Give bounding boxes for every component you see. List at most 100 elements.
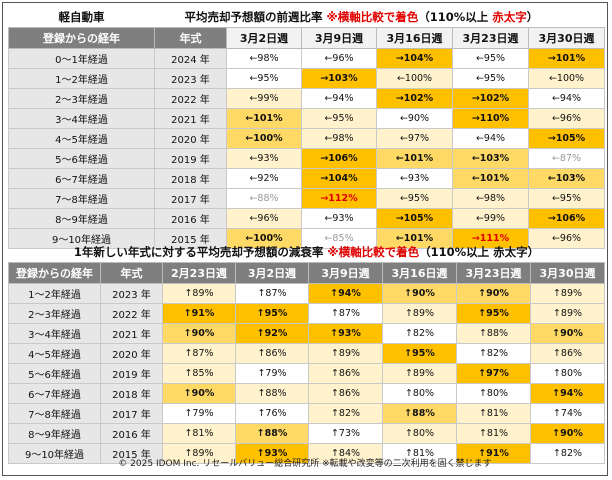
table2-row: 5～6年経過 2019 年 ↑85% ↑79% ↑86% ↑89% ↑97% ↑80% bbox=[8, 363, 605, 384]
model-year: 2021 年 bbox=[100, 323, 163, 344]
ratio-cell: →106% bbox=[301, 148, 377, 169]
ratio-cell: ←103% bbox=[527, 168, 606, 189]
ratio-cell: ←101% bbox=[452, 168, 529, 189]
ratio-cell: ↑82% bbox=[382, 323, 457, 344]
copyright-footer: © 2025 IDOM Inc. リセールバリュー総合研究所 ※転載や改変等の二… bbox=[118, 459, 492, 469]
ratio-cell: ↑95% bbox=[456, 303, 531, 324]
ratio-cell: ↑90% bbox=[530, 323, 605, 344]
ratio-cell: ↑76% bbox=[235, 403, 309, 424]
age-label: 0～1年経過 bbox=[8, 48, 155, 69]
table2-row: 6～7年経過 2018 年 ↑90% ↑88% ↑86% ↑80% ↑80% ↑94% bbox=[8, 383, 605, 404]
table1-header-age: 登録からの経年 bbox=[8, 27, 155, 49]
ratio-cell: ←95% bbox=[527, 188, 606, 209]
table2-header-year: 年式 bbox=[100, 262, 163, 284]
age-label: 9～10年経過 bbox=[8, 228, 155, 249]
ratio-cell: ↑79% bbox=[162, 403, 236, 424]
ratio-cell: ↑89% bbox=[308, 343, 383, 364]
table1-title-note-2: （110%以上 bbox=[418, 10, 489, 24]
ratio-cell: ←101% bbox=[226, 108, 302, 129]
ratio-cell: ←95% bbox=[226, 68, 302, 89]
ratio-cell: ↑92% bbox=[235, 323, 309, 344]
ratio-cell: ←98% bbox=[226, 48, 302, 69]
ratio-cell: ←96% bbox=[527, 228, 606, 249]
ratio-cell: ↑90% bbox=[162, 383, 236, 404]
ratio-cell: →104% bbox=[301, 168, 377, 189]
ratio-cell: ↑86% bbox=[308, 383, 383, 404]
ratio-cell: ↑90% bbox=[530, 423, 605, 444]
model-year: 2023 年 bbox=[100, 283, 163, 304]
table2-row: 2～3年経過 2022 年 ↑91% ↑95% ↑87% ↑89% ↑95% ↑89% bbox=[8, 303, 605, 324]
ratio-cell: ↑89% bbox=[382, 303, 457, 324]
ratio-cell: ←94% bbox=[301, 88, 377, 109]
model-year: 2022 年 bbox=[154, 88, 227, 109]
ratio-cell: ←93% bbox=[376, 168, 453, 189]
age-label: 6～7年経過 bbox=[8, 383, 101, 404]
age-label: 4～5年経過 bbox=[8, 128, 155, 149]
table1-row: 3～4年経過 2021 年 ←101% ←95% ←90% →110% ←96% bbox=[8, 108, 606, 129]
age-label: 3～4年経過 bbox=[8, 323, 101, 344]
age-label: 8～9年経過 bbox=[8, 423, 101, 444]
table2-row: 9～10年経過 2015 年 ↑89% ↑93% ↑84% ↑81% ↑91% ↑82% bbox=[8, 443, 605, 464]
table2-header-age: 登録からの経年 bbox=[8, 262, 101, 284]
table1-header-week: 3月23日週 bbox=[452, 27, 529, 49]
model-year: 2016 年 bbox=[154, 208, 227, 229]
table2-title-note-3: 赤太字 bbox=[493, 244, 528, 259]
model-year: 2015 年 bbox=[154, 228, 227, 249]
ratio-cell: ↑81% bbox=[456, 403, 531, 424]
model-year: 2018 年 bbox=[154, 168, 227, 189]
table2-header-week: 3月30日週 bbox=[530, 262, 605, 284]
ratio-cell: ↑91% bbox=[162, 303, 236, 324]
ratio-cell: ↑81% bbox=[382, 443, 457, 464]
model-year: 2024 年 bbox=[154, 48, 227, 69]
ratio-cell: ←88% bbox=[226, 188, 302, 209]
table2-row: 4～5年経過 2020 年 ↑87% ↑86% ↑89% ↑95% ↑82% ↑86% bbox=[8, 343, 605, 364]
ratio-cell: ←101% bbox=[376, 228, 453, 249]
ratio-cell: ↑90% bbox=[456, 283, 531, 304]
table1-row: 5～6年経過 2019 年 ←93% →106% ←101% ←103% ←87% bbox=[8, 148, 606, 169]
table1-header-week: 3月30日週 bbox=[527, 27, 606, 49]
ratio-cell: ↑80% bbox=[382, 423, 457, 444]
table2-row: 3～4年経過 2021 年 ↑90% ↑92% ↑93% ↑82% ↑88% ↑90% bbox=[8, 323, 605, 344]
table2-title: 1年新しい年式に対する平均売却予想額の減衰率 ※横軸比較で着色（110%以上 赤… bbox=[9, 241, 605, 263]
ratio-cell: ←98% bbox=[452, 188, 529, 209]
table2-body: 1～2年経過 2023 年 ↑89% ↑87% ↑94% ↑90% ↑90% ↑89% 2～3年… bbox=[8, 283, 605, 464]
ratio-cell: ↑93% bbox=[235, 443, 309, 464]
ratio-cell: →112% bbox=[301, 188, 377, 209]
table1-row: 1～2年経過 2023 年 ←95% →103% ←100% ←95% ←100% bbox=[8, 68, 606, 89]
ratio-cell: →111% bbox=[452, 228, 529, 249]
table1-row: 7～8年経過 2017 年 ←88% →112% ←95% ←98% ←95% bbox=[8, 188, 606, 209]
ratio-cell: ←95% bbox=[452, 48, 529, 69]
table2-title-note-2: （110%以上 bbox=[419, 244, 490, 259]
model-year: 2022 年 bbox=[100, 303, 163, 324]
model-year: 2016 年 bbox=[100, 423, 163, 444]
category-label: 軽自動車 bbox=[58, 10, 105, 24]
ratio-cell: ↑84% bbox=[308, 443, 383, 464]
age-label: 8～9年経過 bbox=[8, 208, 155, 229]
table1-header-week: 3月9日週 bbox=[301, 27, 377, 49]
ratio-cell: ←100% bbox=[376, 68, 453, 89]
ratio-cell: ↑87% bbox=[308, 303, 383, 324]
table2-title-note-1: ※横軸比較で着色 bbox=[327, 244, 420, 259]
table1-row: 2～3年経過 2022 年 ←99% ←94% →102% →102% ←94% bbox=[8, 88, 606, 109]
ratio-cell: ↑86% bbox=[530, 343, 605, 364]
ratio-cell: →103% bbox=[301, 68, 377, 89]
table1-body: 0～1年経過 2024 年 ←98% ←96% →104% ←95% →101% 1～2年経過… bbox=[8, 48, 606, 249]
ratio-cell: →104% bbox=[376, 48, 453, 69]
table2-row: 8～9年経過 2016 年 ↑81% ↑88% ↑73% ↑80% ↑81% ↑90% bbox=[8, 423, 605, 444]
report-frame: 軽自動車 平均売却予想額の前週比率 ※横軸比較で着色（110%以上 赤太字） 登… bbox=[2, 2, 608, 476]
table1-title: 平均売却予想額の前週比率 ※横軸比較で着色（110%以上 赤太字） bbox=[155, 7, 605, 28]
table1-header-week: 3月16日週 bbox=[376, 27, 453, 49]
ratio-cell: →105% bbox=[527, 128, 606, 149]
ratio-cell: ↑82% bbox=[530, 443, 605, 464]
model-year: 2017 年 bbox=[154, 188, 227, 209]
model-year: 2018 年 bbox=[100, 383, 163, 404]
ratio-cell: ↑89% bbox=[382, 363, 457, 384]
ratio-cell: ↑86% bbox=[235, 343, 309, 364]
table1-header-row: 登録からの経年 年式 3月2日週 3月9日週 3月16日週 3月23日週 3月3… bbox=[8, 27, 606, 49]
ratio-cell: ↑88% bbox=[382, 403, 457, 424]
table1-header-year: 年式 bbox=[154, 27, 227, 49]
ratio-cell: ↑89% bbox=[530, 303, 605, 324]
ratio-cell: ↑80% bbox=[530, 363, 605, 384]
ratio-cell: ←101% bbox=[376, 148, 453, 169]
ratio-cell: ↑86% bbox=[308, 363, 383, 384]
